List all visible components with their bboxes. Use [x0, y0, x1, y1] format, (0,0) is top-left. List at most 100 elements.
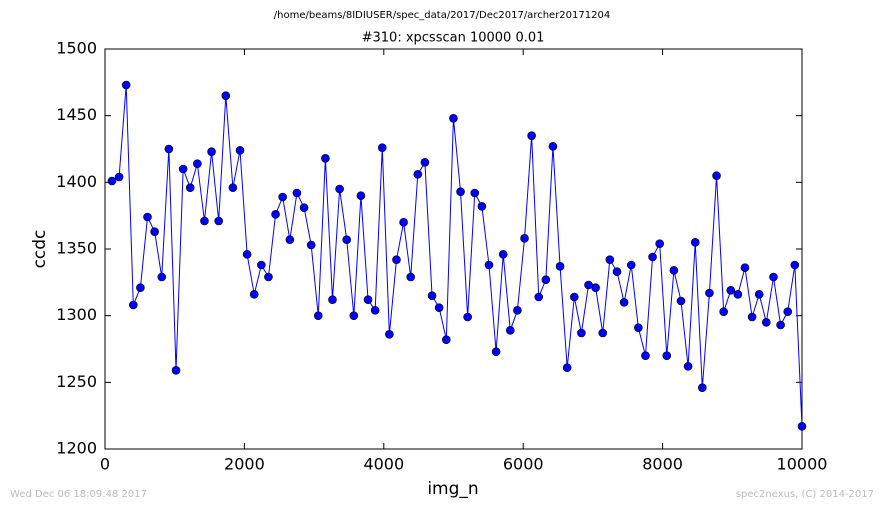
data-point	[228, 183, 238, 192]
data-point	[235, 146, 245, 155]
data-point	[733, 290, 743, 299]
data-point	[335, 184, 344, 194]
data-point	[377, 143, 387, 152]
data-point	[712, 171, 721, 180]
data-point	[150, 227, 159, 236]
data-point	[754, 290, 764, 299]
x-tick-label: 10000	[777, 455, 828, 474]
data-point	[370, 306, 380, 315]
data-point	[385, 330, 394, 339]
y-tick-label: 1450	[56, 105, 97, 124]
data-point	[612, 267, 622, 276]
data-point	[399, 218, 408, 227]
data-point	[662, 351, 672, 360]
data-point	[527, 131, 536, 140]
data-point	[299, 203, 309, 212]
data-point	[740, 263, 750, 272]
data-point	[278, 192, 287, 202]
data-point	[221, 91, 231, 100]
y-tick-label: 1300	[56, 305, 97, 324]
x-tick-label: 6000	[503, 455, 544, 474]
data-point	[548, 142, 558, 151]
data-point	[626, 260, 636, 270]
data-point	[285, 235, 295, 244]
data-point	[513, 306, 522, 315]
data-point	[569, 292, 579, 302]
data-point	[790, 260, 800, 270]
data-point	[634, 323, 643, 332]
data-point	[292, 188, 302, 198]
data-point	[392, 255, 401, 264]
x-tick-label: 2000	[224, 455, 265, 474]
data-point	[442, 335, 451, 344]
x-tick-label: 0	[100, 455, 110, 474]
data-point	[619, 298, 629, 307]
data-point	[591, 283, 600, 292]
y-tick-label: 1400	[56, 172, 97, 191]
data-point	[762, 318, 771, 327]
data-point	[427, 291, 437, 300]
data-point	[157, 272, 167, 282]
data-point	[655, 239, 664, 248]
data-point	[484, 260, 494, 270]
data-point	[690, 238, 700, 247]
data-point	[534, 292, 544, 302]
suptitle: /home/beams/8IDIUSER/spec_data/2017/Dec2…	[274, 10, 610, 21]
data-point	[541, 275, 551, 284]
data-point	[171, 366, 181, 375]
data-point	[200, 216, 209, 226]
data-point	[363, 295, 373, 304]
data-point	[121, 80, 131, 90]
data-point	[683, 362, 693, 371]
plot-frame	[104, 48, 803, 450]
data-point	[128, 300, 138, 310]
data-point	[143, 212, 152, 222]
data-point	[178, 164, 188, 174]
x-tick-label: 4000	[363, 455, 404, 474]
data-point	[705, 288, 714, 298]
data-point	[463, 312, 472, 322]
data-point	[669, 266, 679, 275]
data-point	[726, 286, 736, 295]
data-point	[185, 183, 195, 192]
data-point	[456, 187, 465, 196]
data-point	[406, 272, 416, 282]
data-point	[214, 216, 223, 226]
data-point	[641, 351, 650, 360]
data-point	[797, 422, 807, 431]
data-point	[257, 260, 266, 270]
data-point	[605, 255, 615, 264]
data-point	[271, 210, 280, 219]
data-point	[413, 170, 423, 179]
data-point	[676, 296, 686, 306]
data-point	[498, 250, 508, 259]
data-point	[242, 250, 252, 259]
data-point	[555, 262, 565, 271]
data-point	[193, 159, 202, 168]
data-point	[136, 283, 145, 292]
data-point	[313, 311, 323, 320]
data-point	[434, 303, 444, 312]
data-point	[577, 328, 586, 338]
y-axis-label: ccdc	[30, 230, 50, 269]
data-point	[342, 235, 352, 244]
data-point	[648, 252, 657, 262]
y-tick-label: 1250	[56, 372, 97, 391]
y-tick-label: 1200	[56, 439, 97, 458]
x-tick-label: 8000	[642, 455, 683, 474]
data-point	[769, 272, 778, 282]
chart-title: #310: xpcsscan 10000 0.01	[362, 31, 545, 46]
y-tick-label: 1500	[56, 39, 97, 58]
data-point	[420, 158, 430, 167]
data-point	[520, 234, 529, 243]
footer-right: spec2nexus, (C) 2014-2017	[736, 489, 874, 500]
data-point	[264, 272, 273, 282]
data-point	[477, 202, 487, 211]
x-axis-label: img_n	[427, 479, 478, 499]
data-point	[249, 290, 259, 299]
data-point	[584, 280, 593, 290]
data-point	[470, 188, 480, 198]
data-point	[698, 383, 707, 392]
y-tick-label: 1350	[56, 239, 97, 258]
